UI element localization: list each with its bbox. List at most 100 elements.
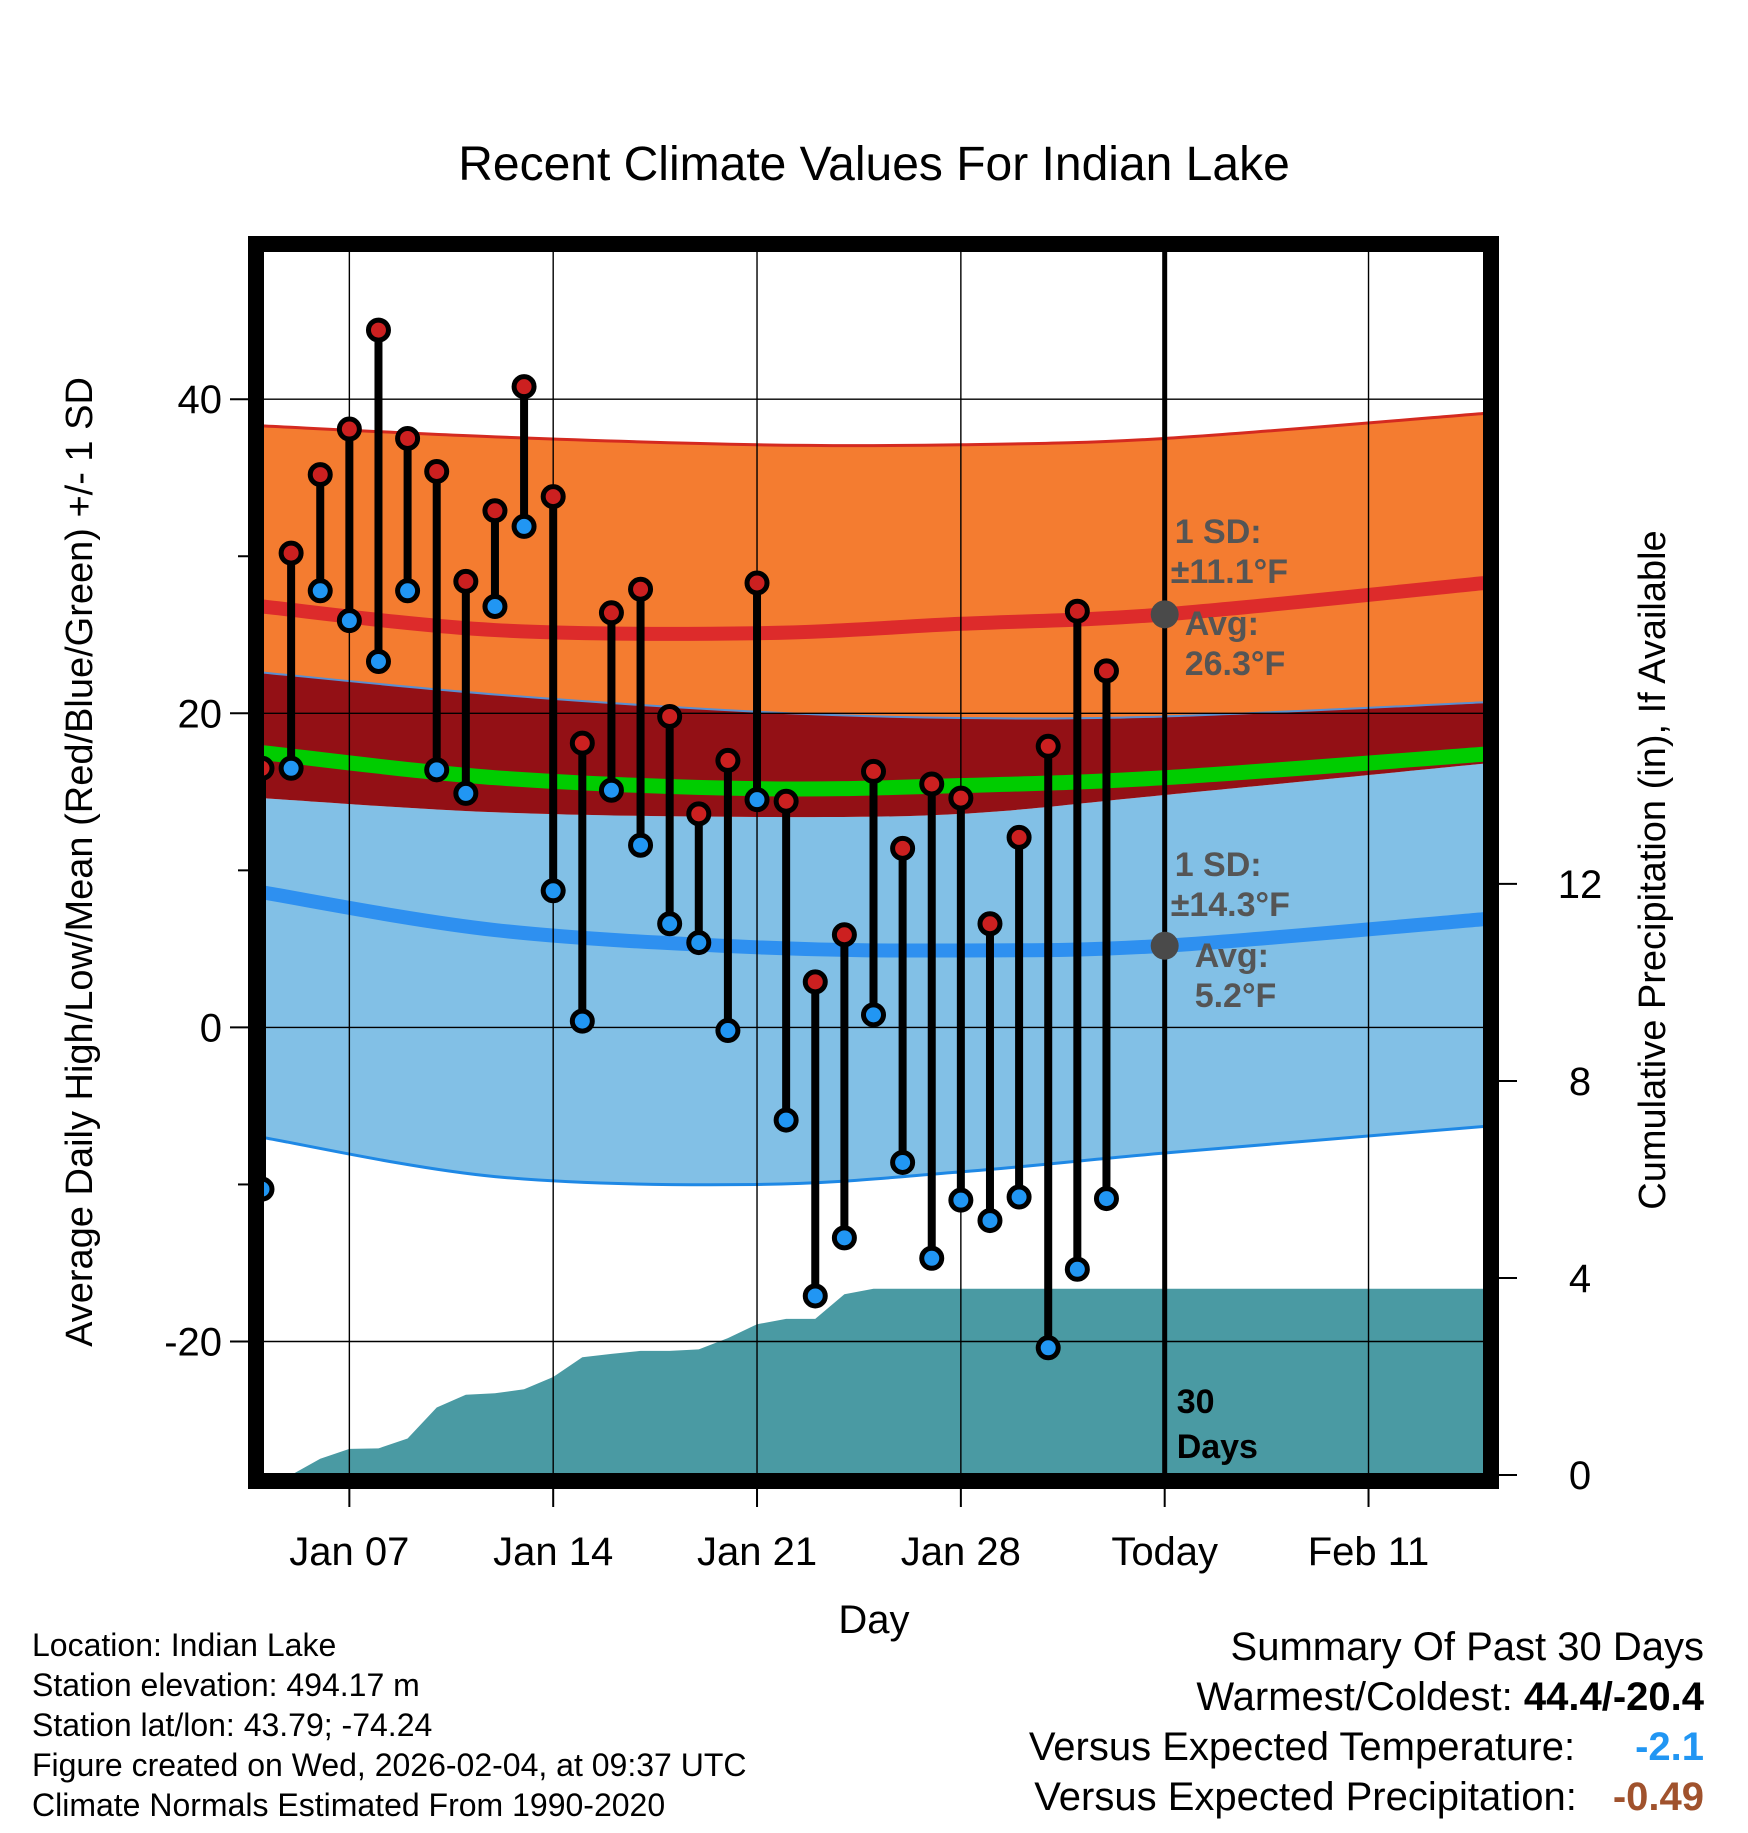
observed-high-point <box>1006 824 1032 850</box>
x-tick-label: Jan 14 <box>493 1530 613 1574</box>
today-days-word: Days <box>1177 1428 1258 1466</box>
observed-low-point <box>569 1008 595 1034</box>
observed-high-point <box>686 801 712 827</box>
summary-precip: Versus Expected Precipitation: -0.49 <box>1029 1772 1704 1822</box>
x-tick-label: Jan 07 <box>289 1530 409 1574</box>
observed-high-point <box>744 570 770 596</box>
observed-low-point <box>262 1176 275 1202</box>
observed-low-point <box>1093 1186 1119 1212</box>
observed-high-point <box>657 703 683 729</box>
y-tick-label: -20 <box>164 1321 222 1365</box>
high-avg-marker <box>1150 600 1179 629</box>
observed-low-point <box>424 757 450 783</box>
observed-high-point <box>262 755 275 781</box>
observed-high-point <box>628 576 654 602</box>
observed-high-point <box>773 788 799 814</box>
observed-low-point <box>1064 1256 1090 1282</box>
y-tick-label: 20 <box>178 692 223 736</box>
observed-high-point <box>919 771 945 797</box>
observed-low-point <box>773 1107 799 1133</box>
info-location: Location: Indian Lake <box>32 1627 337 1663</box>
low-avg-label: Avg: <box>1195 937 1269 975</box>
observed-low-point <box>453 780 479 806</box>
observed-low-point <box>657 911 683 937</box>
y2-tick-label: 4 <box>1569 1257 1591 1301</box>
observed-high-point <box>278 540 304 566</box>
observed-low-point <box>1035 1335 1061 1361</box>
low-sd-label: 1 SD: <box>1175 846 1262 884</box>
station-info: Location: Indian Lake Station elevation:… <box>32 1625 746 1825</box>
observed-low-point <box>336 608 362 634</box>
observed-low-point <box>802 1283 828 1309</box>
observed-low-point <box>744 787 770 813</box>
low-sd-value: ±14.3°F <box>1171 886 1290 924</box>
observed-high-point <box>307 462 333 488</box>
high-avg-value: 26.3°F <box>1185 645 1286 683</box>
x-tick-label: Jan 28 <box>901 1530 1021 1574</box>
high-avg-label: Avg: <box>1185 605 1259 643</box>
observed-high-point <box>511 374 537 400</box>
observed-high-point <box>1035 733 1061 759</box>
y2-axis-label: Cumulative Precipitation (in), If Availa… <box>1632 530 1674 1209</box>
observed-high-point <box>424 458 450 484</box>
observed-high-point <box>802 969 828 995</box>
observed-high-point <box>1064 598 1090 624</box>
high-sd-value: ±11.1°F <box>1171 553 1288 591</box>
summary-temp: Versus Expected Temperature: -2.1 <box>1029 1722 1704 1772</box>
y2-tick-label: 8 <box>1569 1060 1591 1104</box>
observed-low-point <box>628 832 654 858</box>
observed-low-point <box>598 777 624 803</box>
observed-low-point <box>1006 1184 1032 1210</box>
observed-low-point <box>482 594 508 620</box>
observed-low-point <box>395 578 421 604</box>
summary-warm-cold: Warmest/Coldest: 44.4/-20.4 <box>1029 1672 1704 1722</box>
observed-high-point <box>831 922 857 948</box>
info-created: Figure created on Wed, 2026-02-04, at 09… <box>32 1747 747 1783</box>
y-tick-label: 0 <box>200 1006 222 1050</box>
high-sd-upper-line <box>262 411 1485 448</box>
y-axis-label: Average Daily High/Low/Mean (Red/Blue/Gr… <box>59 377 101 1347</box>
observed-high-point <box>948 785 974 811</box>
x-tick-label: Jan 21 <box>697 1530 817 1574</box>
observed-high-point <box>715 747 741 773</box>
x-axis-label: Day <box>838 1598 909 1642</box>
low-sd-lower-line <box>262 1124 1485 1187</box>
observed-high-point <box>540 484 566 510</box>
normal-low-line <box>262 885 1485 958</box>
observed-low-point <box>686 930 712 956</box>
warm-cold-value: 44.4/-20.4 <box>1523 1675 1704 1719</box>
observed-high-point <box>569 730 595 756</box>
observed-high-point <box>336 416 362 442</box>
info-latlon: Station lat/lon: 43.79; -74.24 <box>32 1707 433 1743</box>
observed-low-point <box>919 1245 945 1271</box>
summary-panel: Summary Of Past 30 Days Warmest/Coldest:… <box>1029 1622 1704 1822</box>
x-tick-label: Feb 11 <box>1308 1530 1430 1574</box>
summary-title: Summary Of Past 30 Days <box>1230 1625 1704 1669</box>
observed-low-point <box>307 578 333 604</box>
y2-tick-label: 12 <box>1558 863 1603 907</box>
temp-value: -2.1 <box>1635 1725 1704 1769</box>
precip-label: Versus Expected Precipitation: <box>1034 1775 1577 1819</box>
observed-high-point <box>890 835 916 861</box>
observed-low-point <box>278 755 304 781</box>
x-tick-label: Today <box>1111 1530 1218 1574</box>
observed-high-point <box>598 600 624 626</box>
y2-tick-label: 0 <box>1569 1454 1591 1498</box>
observed-high-point <box>1093 658 1119 684</box>
low-avg-marker <box>1150 931 1179 960</box>
info-normals: Climate Normals Estimated From 1990-2020 <box>32 1787 666 1823</box>
temp-label: Versus Expected Temperature: <box>1028 1725 1576 1769</box>
observed-low-point <box>861 1002 886 1028</box>
observed-low-point <box>890 1149 916 1175</box>
warm-cold-label: Warmest/Coldest: <box>1196 1675 1513 1719</box>
observed-high-point <box>482 498 508 524</box>
today-days-number: 30 <box>1177 1383 1215 1421</box>
plot-area <box>262 250 1485 1475</box>
chart-title: Recent Climate Values For Indian Lake <box>458 138 1290 191</box>
low-avg-value: 5.2°F <box>1195 977 1277 1015</box>
precip-value: -0.49 <box>1612 1775 1704 1819</box>
observed-high-point <box>395 425 421 451</box>
observed-high-point <box>453 568 479 594</box>
observed-high-point <box>861 758 886 784</box>
